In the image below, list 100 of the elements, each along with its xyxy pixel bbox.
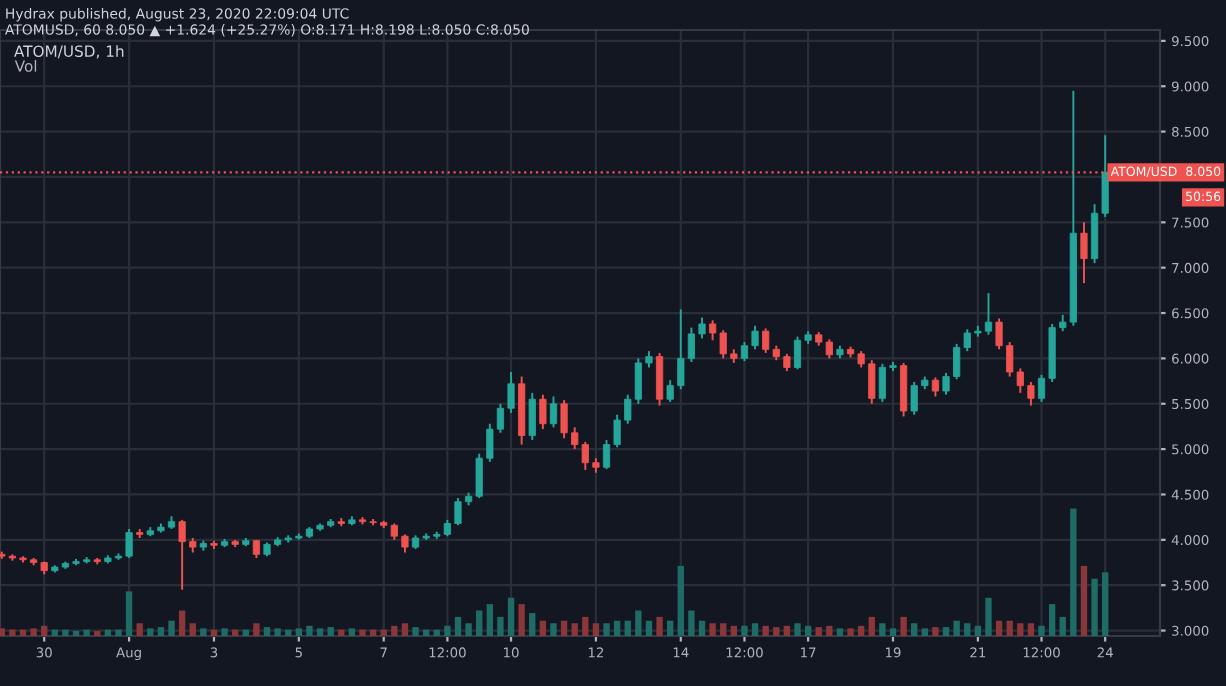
bar: [868, 616, 875, 636]
bar: [41, 625, 48, 636]
bar: [720, 623, 727, 636]
bar: [178, 610, 186, 636]
bar: [847, 628, 854, 636]
bar: [953, 620, 960, 636]
bar: [62, 629, 69, 636]
bar: [115, 629, 122, 636]
bar: [125, 591, 133, 636]
bar: [295, 628, 303, 636]
bar: [635, 610, 642, 636]
bar: [454, 616, 462, 636]
bar: [136, 623, 143, 636]
bar: [730, 625, 738, 636]
bar: [773, 627, 780, 636]
bar: [486, 604, 493, 636]
bar: [921, 628, 928, 636]
bar: [603, 623, 610, 636]
bar: [932, 627, 939, 636]
bar: [1091, 578, 1098, 636]
bar: [253, 623, 260, 636]
bar: [794, 623, 801, 636]
bar: [444, 625, 451, 636]
bar: [497, 616, 504, 636]
bar: [83, 629, 90, 636]
bar: [157, 627, 165, 636]
bar: [783, 625, 791, 636]
bar: [688, 610, 695, 636]
bar: [221, 628, 228, 636]
bar: [0, 628, 5, 636]
candlestick: [539, 393, 547, 431]
bar: [476, 610, 483, 636]
bar: [613, 620, 621, 636]
bar: [571, 623, 578, 636]
bar: [189, 623, 196, 636]
bar: [974, 625, 982, 636]
bar: [200, 628, 207, 636]
bar: [1080, 565, 1088, 636]
bar: [529, 613, 536, 636]
bar: [391, 625, 398, 636]
bar: [826, 625, 833, 636]
bar: [465, 623, 472, 636]
bar: [995, 620, 1003, 636]
bar: [1070, 508, 1077, 636]
bar: [348, 628, 356, 636]
bar: [751, 623, 759, 636]
bar: [507, 597, 515, 636]
bar: [274, 628, 281, 636]
bar: [942, 627, 950, 636]
candlestick: [528, 391, 536, 442]
bar: [677, 565, 684, 636]
bar: [539, 620, 547, 636]
bar: [30, 628, 37, 636]
bar: [582, 616, 589, 636]
bar: [401, 623, 409, 636]
bar: [592, 623, 600, 636]
bar: [964, 623, 971, 636]
bar: [168, 620, 175, 636]
candlestick: [899, 361, 908, 418]
bar: [147, 628, 154, 636]
bar: [316, 628, 324, 636]
bar: [667, 620, 674, 636]
bar: [985, 597, 992, 636]
bar: [656, 616, 663, 636]
bar: [900, 616, 907, 636]
bar: [9, 629, 16, 636]
bar: [359, 629, 366, 636]
candlestick: [931, 376, 940, 398]
bar: [857, 625, 865, 636]
bar: [879, 623, 886, 636]
bar: [741, 625, 748, 636]
bar: [1048, 604, 1056, 636]
bar: [1038, 625, 1045, 636]
bar: [911, 623, 918, 636]
bar: [815, 627, 822, 636]
bar: [412, 627, 419, 636]
bar: [1059, 616, 1066, 636]
bar: [1102, 572, 1109, 636]
candlestick: [1080, 221, 1088, 285]
bar: [72, 630, 80, 636]
bar: [645, 620, 653, 636]
bar: [836, 628, 844, 636]
bar: [762, 625, 769, 636]
bar: [1006, 620, 1013, 636]
candlestick: [655, 351, 664, 407]
bar: [306, 625, 313, 636]
bar: [624, 620, 631, 636]
bar: [327, 627, 334, 636]
bar: [518, 604, 525, 636]
candlestick: [549, 395, 558, 429]
bar: [263, 627, 271, 636]
bar: [804, 625, 812, 636]
bar: [94, 630, 101, 636]
bar: [709, 623, 716, 636]
bar: [1027, 623, 1035, 636]
bar: [889, 628, 897, 636]
bar: [1017, 623, 1024, 636]
bar: [698, 620, 706, 636]
bar: [550, 623, 557, 636]
bar: [560, 620, 568, 636]
